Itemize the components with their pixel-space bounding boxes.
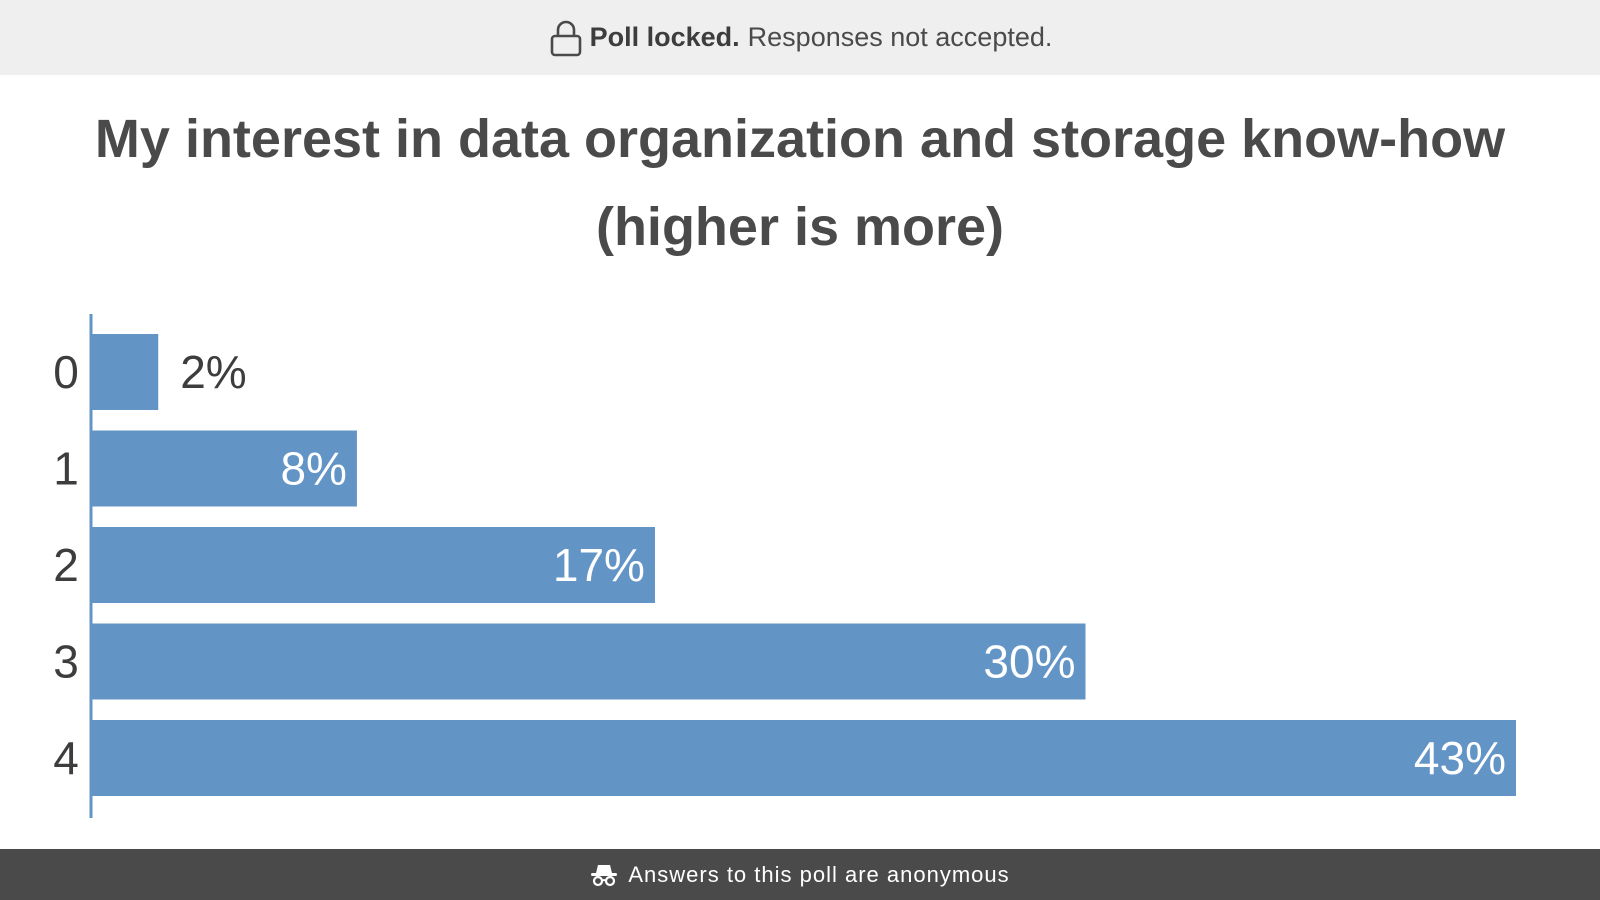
anonymous-footer: Answers to this poll are anonymous <box>0 849 1600 900</box>
responses-not-accepted-text: Responses not accepted. <box>747 22 1053 52</box>
value-label-1: 8% <box>280 443 346 495</box>
bar-2 <box>92 527 655 603</box>
results-bar-chart: 0 2% 1 8% 2 17% 3 30% 4 43% <box>0 312 1600 820</box>
poll-title: My interest in data organization and sto… <box>94 109 1506 257</box>
lock-icon <box>548 19 584 57</box>
category-label-2: 2 <box>53 539 79 591</box>
poll-locked-banner: Poll locked. Responses not accepted. <box>0 0 1600 75</box>
bar-3 <box>92 623 1086 700</box>
bar-4 <box>92 720 1516 796</box>
category-label-4: 4 <box>53 732 79 784</box>
value-label-0: 2% <box>180 346 246 398</box>
value-label-4: 43% <box>1414 732 1506 784</box>
incognito-icon <box>590 863 618 887</box>
poll-locked-label: Poll locked. <box>589 22 740 52</box>
category-label-0: 0 <box>53 346 79 398</box>
results-bar-chart-svg: 0 2% 1 8% 2 17% 3 30% 4 43% <box>53 314 1516 818</box>
category-label-3: 3 <box>53 636 79 688</box>
anonymous-footer-text: Answers to this poll are anonymous <box>628 861 1010 887</box>
value-label-3: 30% <box>983 636 1075 688</box>
category-label-1: 1 <box>53 443 79 495</box>
value-label-2: 17% <box>553 539 645 591</box>
bar-1 <box>92 430 357 507</box>
bar-0 <box>92 334 159 410</box>
